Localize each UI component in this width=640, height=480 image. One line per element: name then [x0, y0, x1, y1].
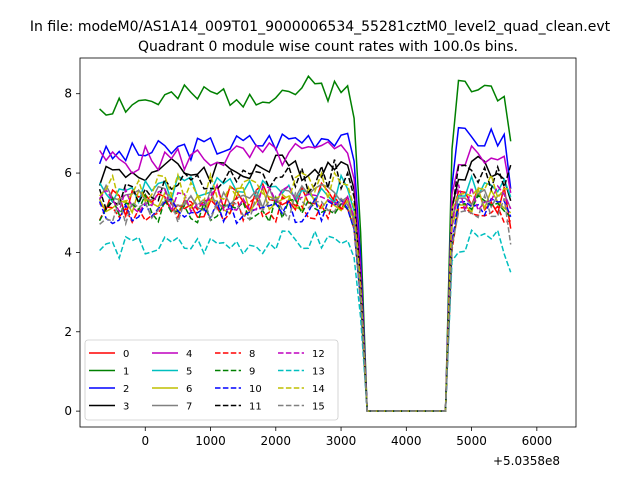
x-tick-label: 6000: [522, 434, 553, 448]
x-tick-label: 3000: [326, 434, 357, 448]
x-tick-label: 4000: [391, 434, 422, 448]
x-offset-label: +5.0358e8: [493, 454, 560, 468]
legend-label-13: 13: [312, 367, 325, 378]
legend-label-12: 12: [312, 349, 325, 360]
legend-label-11: 11: [249, 402, 262, 413]
suptitle: In file: modeM0/AS1A14_009T01_9000006534…: [30, 19, 611, 35]
legend-label-10: 10: [249, 384, 262, 395]
legend-label-3: 3: [123, 402, 129, 413]
legend-label-15: 15: [312, 402, 325, 413]
legend-label-8: 8: [249, 349, 255, 360]
series-line-15: [99, 191, 512, 412]
chart-title: Quadrant 0 module wise count rates with …: [138, 39, 518, 55]
series-line-14: [99, 170, 511, 412]
x-tick-label: 5000: [456, 434, 487, 448]
legend-label-1: 1: [123, 367, 129, 378]
y-tick-label: 8: [64, 87, 72, 101]
legend-label-14: 14: [312, 384, 325, 395]
x-tick-label: 1000: [195, 434, 226, 448]
y-tick-label: 0: [64, 404, 72, 418]
y-axis: 0 2 4 6 8: [64, 87, 80, 418]
y-tick-label: 2: [64, 325, 72, 339]
x-tick-label: 2000: [261, 434, 292, 448]
legend-box: [84, 339, 339, 421]
x-axis: 0 1000 2000 3000 4000 5000 6000: [141, 427, 552, 448]
legend-label-7: 7: [186, 402, 192, 413]
y-tick-label: 4: [64, 245, 72, 259]
legend-label-0: 0: [123, 349, 129, 360]
x-tick-label: 0: [141, 434, 149, 448]
legend-label-2: 2: [123, 384, 129, 395]
legend-label-4: 4: [186, 349, 192, 360]
legend-label-9: 9: [249, 367, 255, 378]
y-tick-label: 6: [64, 166, 72, 180]
plot-frame: [79, 57, 577, 428]
legend-label-6: 6: [186, 384, 192, 395]
legend-label-5: 5: [186, 367, 192, 378]
